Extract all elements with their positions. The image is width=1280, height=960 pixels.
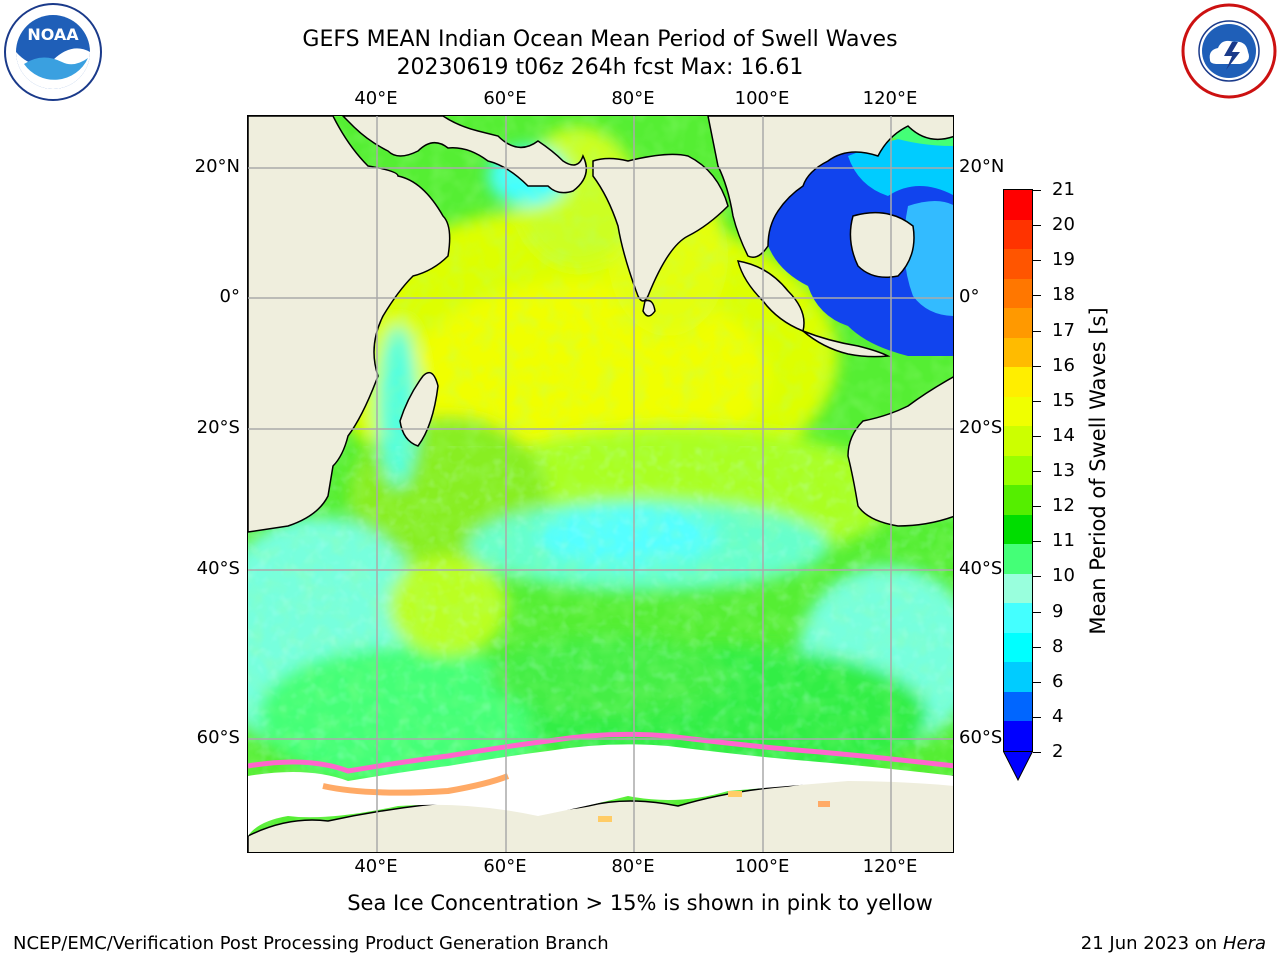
lat-tick-right: 0°: [959, 286, 980, 307]
colorbar-segment: [1004, 632, 1032, 663]
colorbar-segment: [1004, 544, 1032, 575]
colorbar-segment: [1004, 278, 1032, 309]
colorbar-segment: [1004, 485, 1032, 516]
colorbar-tick-label: 17: [1052, 319, 1075, 341]
lon-tick-top: 100°E: [734, 88, 790, 109]
lon-tick-bottom: 80°E: [611, 856, 655, 877]
lat-tick-left: 40°S: [196, 558, 240, 579]
colorbar-tick-mark: [1033, 435, 1041, 437]
colorbar-segment: [1004, 662, 1032, 693]
date-text: 21 Jun 2023 on: [1080, 933, 1218, 954]
lat-tick-right: 60°S: [959, 727, 1003, 748]
colorbar-tick-label: 20: [1052, 214, 1075, 236]
gridlines: [248, 116, 953, 852]
colorbar-segment: [1004, 426, 1032, 457]
lon-tick-bottom: 60°E: [483, 856, 527, 877]
chart-subtitle: 20230619 t06z 264h fcst Max: 16.61: [396, 55, 804, 80]
colorbar-segment: [1004, 190, 1032, 221]
colorbar-tick-mark: [1033, 330, 1041, 332]
lat-tick-left: 20°S: [196, 417, 240, 438]
colorbar-tick-mark: [1033, 365, 1041, 367]
colorbar-tick-label: 8: [1052, 635, 1064, 657]
colorbar-tick-mark: [1033, 681, 1041, 683]
colorbar-tick-label: 9: [1052, 600, 1064, 622]
colorbar-tick-mark: [1033, 295, 1041, 297]
lon-tick-bottom: 100°E: [734, 856, 790, 877]
lon-tick-top: 120°E: [862, 88, 918, 109]
nws-logo: [1181, 3, 1277, 99]
colorbar-tick-label: 12: [1052, 495, 1075, 517]
colorbar-tick-label: 11: [1052, 530, 1075, 552]
lon-tick-top: 80°E: [611, 88, 655, 109]
chart-title: GEFS MEAN Indian Ocean Mean Period of Sw…: [302, 27, 898, 52]
colorbar-segment: [1004, 367, 1032, 398]
colorbar-tick-mark: [1033, 752, 1041, 753]
colorbar-tick-label: 19: [1052, 249, 1075, 271]
colorbar-segment: [1004, 573, 1032, 604]
colorbar-tick-mark: [1033, 400, 1041, 402]
lat-tick-right: 40°S: [959, 558, 1003, 579]
lon-tick-top: 60°E: [483, 88, 527, 109]
colorbar-segment: [1004, 396, 1032, 427]
colorbar-segment: [1004, 721, 1032, 752]
lon-tick-bottom: 40°E: [354, 856, 398, 877]
swell-period-map: [248, 116, 953, 852]
colorbar-tick-mark: [1033, 190, 1041, 191]
colorbar-segment: [1004, 691, 1032, 722]
lat-tick-right: 20°N: [959, 156, 1005, 177]
sea-ice-zone: [248, 731, 953, 836]
colorbar-arrow: [1003, 751, 1033, 781]
colorbar-tick-label: 16: [1052, 354, 1075, 376]
colorbar-tick-label: 4: [1052, 705, 1064, 727]
credit-text: NCEP/EMC/Verification Post Processing Pr…: [13, 933, 609, 954]
colorbar-tick-mark: [1033, 506, 1041, 508]
lon-tick-bottom: 120°E: [862, 856, 918, 877]
colorbar: [1003, 189, 1033, 752]
colorbar-tick-mark: [1033, 716, 1041, 718]
colorbar-tick-mark: [1033, 260, 1041, 262]
colorbar-tick-label: 21: [1052, 179, 1075, 200]
colorbar-tick-label: 18: [1052, 284, 1075, 306]
colorbar-tick-mark: [1033, 576, 1041, 578]
colorbar-tick-mark: [1033, 471, 1041, 472]
land: [248, 116, 953, 852]
colorbar-tick-label: 6: [1052, 670, 1064, 692]
colorbar-tick-label: 15: [1052, 389, 1075, 411]
colorbar-tick-label: 13: [1052, 460, 1075, 481]
lat-tick-left: 20°N: [194, 156, 240, 177]
colorbar-tick-label: 2: [1052, 741, 1064, 762]
colorbar-tick-mark: [1033, 225, 1041, 227]
host-name: Hera: [1222, 933, 1266, 954]
colorbar-segment: [1004, 249, 1032, 280]
lon-tick-top: 40°E: [354, 88, 398, 109]
colorbar-segment: [1004, 308, 1032, 339]
colorbar-tick-label: 14: [1052, 424, 1075, 446]
lat-tick-left: 0°: [219, 286, 240, 307]
svg-text:NOAA: NOAA: [27, 25, 79, 44]
colorbar-segment: [1004, 219, 1032, 250]
date-stamp: 21 Jun 2023 on Hera: [1081, 933, 1266, 954]
colorbar-segment: [1004, 337, 1032, 368]
noaa-logo: NOAA: [4, 3, 102, 101]
colorbar-label: Mean Period of Swell Waves [s]: [1086, 307, 1110, 635]
colorbar-segment: [1004, 455, 1032, 486]
colorbar-segment: [1004, 603, 1032, 634]
colorbar-segment: [1004, 514, 1032, 545]
colorbar-tick-label: 10: [1052, 565, 1075, 587]
colorbar-tick-mark: [1033, 541, 1041, 543]
colorbar-tick-mark: [1033, 611, 1041, 613]
colorbar-tick-mark: [1033, 646, 1041, 648]
map-panel[interactable]: [247, 115, 954, 853]
lat-tick-right: 20°S: [959, 417, 1003, 438]
sea-ice-footnote: Sea Ice Concentration > 15% is shown in …: [347, 891, 933, 915]
lat-tick-left: 60°S: [196, 727, 240, 748]
